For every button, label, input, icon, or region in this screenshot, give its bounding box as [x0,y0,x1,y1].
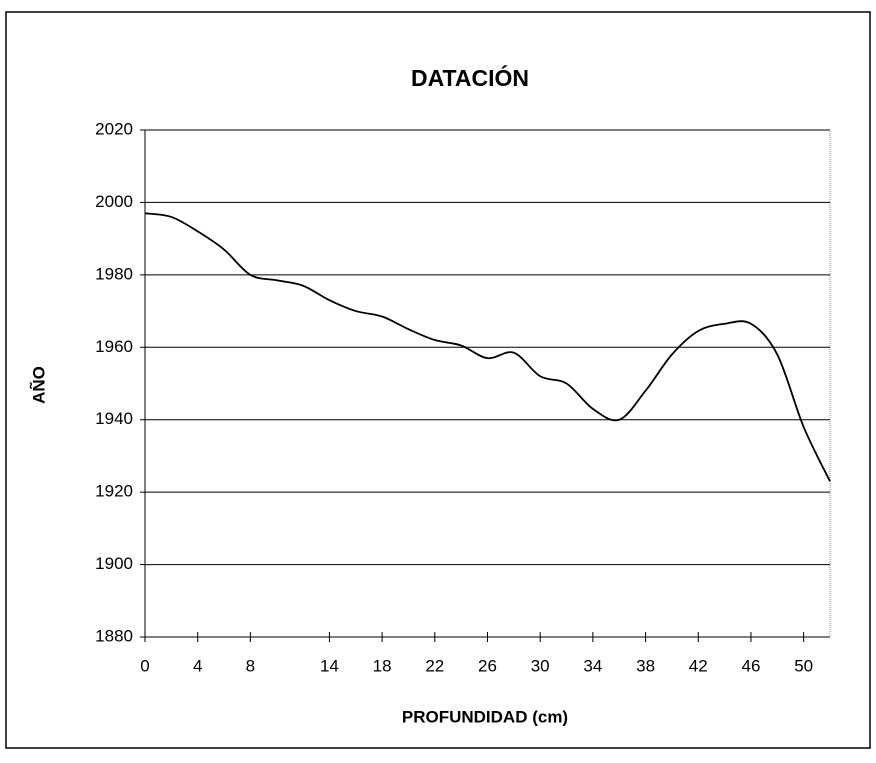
x-tick-label: 18 [373,656,392,675]
x-tick-label: 4 [193,656,202,675]
x-axis-label: PROFUNDIDAD (cm) [402,707,568,726]
y-tick-label: 1920 [95,482,133,501]
x-tick-label: 50 [794,656,813,675]
x-tick-label: 34 [583,656,602,675]
plot-area [144,129,831,638]
x-tick-label: 46 [742,656,761,675]
x-tick-label: 26 [478,656,497,675]
x-tick-label: 0 [140,656,149,675]
line [144,212,831,482]
y-axis-label: AÑO [28,366,48,404]
y-tick-label: 1960 [95,337,133,356]
x-tick-label: 14 [320,656,339,675]
y-tick-label: 1900 [95,554,133,573]
x-tick-label: 42 [689,656,708,675]
x-tick-label: 38 [636,656,655,675]
x-tick-label: 8 [246,656,255,675]
y-tick-label: 1940 [95,409,133,428]
chart-title: DATACIÓN [411,64,529,91]
y-tick-label: 2000 [95,192,133,211]
x-tick-label: 30 [531,656,550,675]
y-tick-label: 1880 [95,626,133,645]
y-tick-label: 1980 [95,264,133,283]
x-tick-label: 22 [425,656,444,675]
frame [5,11,871,749]
y-tick-label: 2020 [95,119,133,138]
